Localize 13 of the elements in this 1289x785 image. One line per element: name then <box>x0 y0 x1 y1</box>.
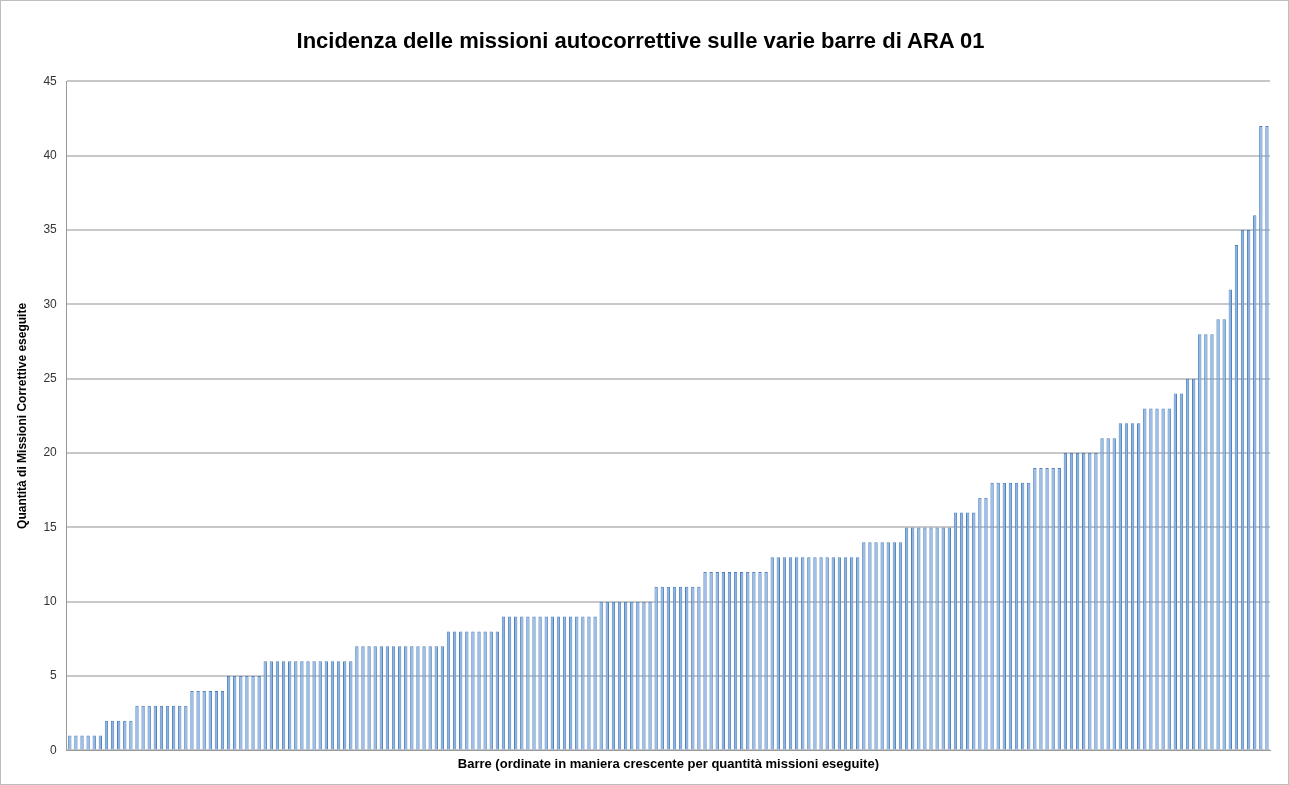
y-tick-label: 30 <box>43 296 58 311</box>
y-tick-label: 0 <box>50 742 58 757</box>
y-axis-title: Quantità di Missioni Correttive eseguite <box>14 302 29 529</box>
x-axis-title: Barre (ordinate in maniera crescente per quantità missioni eseguite) <box>457 755 879 771</box>
y-tick-label: 5 <box>50 668 58 683</box>
y-tick-label: 15 <box>43 519 58 534</box>
y-tick-label: 35 <box>43 222 58 237</box>
y-tick-label: 40 <box>43 148 58 163</box>
chart-title: Incidenza delle missioni autocorrettive sulle varie barre di ARA 01 <box>296 28 985 54</box>
y-tick-label: 10 <box>43 594 58 609</box>
y-tick-label: 25 <box>43 371 58 386</box>
y-tick-label: 45 <box>43 73 58 88</box>
y-tick-label: 20 <box>43 445 58 460</box>
